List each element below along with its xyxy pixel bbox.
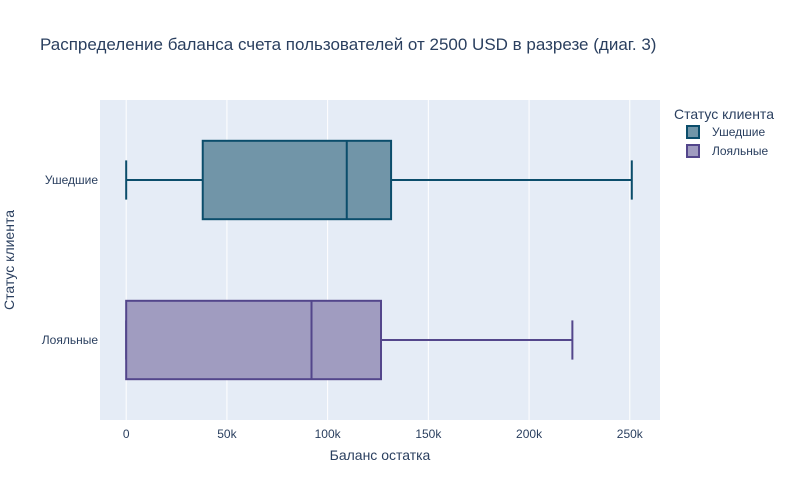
- x-tick-label: 50k: [217, 427, 237, 441]
- y-axis-title: Статус клиента: [1, 210, 17, 310]
- box-loyal[interactable]: [125, 299, 574, 381]
- y-tick-labels: Ушедшие Лояльные: [42, 173, 99, 347]
- iqr-box: [201, 139, 393, 221]
- legend-item[interactable]: Лояльные: [686, 144, 769, 158]
- boxes: [125, 139, 633, 381]
- legend-item[interactable]: Ушедшие: [686, 125, 765, 139]
- x-tick-label: 150k: [415, 427, 442, 441]
- legend-label: Лояльные: [712, 144, 769, 158]
- legend-items[interactable]: Ушедшие Лояльные: [686, 125, 769, 158]
- y-tick-label: Лояльные: [42, 333, 99, 347]
- x-tick-label: 0: [123, 427, 130, 441]
- legend-label: Ушедшие: [712, 125, 765, 139]
- x-tick-label: 250k: [617, 427, 644, 441]
- legend-swatch: [686, 144, 700, 158]
- legend-swatch: [686, 125, 700, 139]
- box-churned[interactable]: [125, 139, 633, 221]
- x-tick-label: 200k: [516, 427, 543, 441]
- chart-title: Распределение баланса счета пользователе…: [40, 35, 656, 54]
- x-axis-title: Баланс остатка: [330, 447, 431, 463]
- legend[interactable]: Статус клиента Ушедшие Лояльные: [674, 106, 774, 158]
- x-tick-labels: 0 50k 100k 150k 200k 250k: [123, 427, 644, 441]
- y-tick-label: Ушедшие: [45, 173, 98, 187]
- legend-title: Статус клиента: [674, 106, 774, 122]
- x-tick-label: 100k: [315, 427, 342, 441]
- iqr-box: [125, 299, 383, 381]
